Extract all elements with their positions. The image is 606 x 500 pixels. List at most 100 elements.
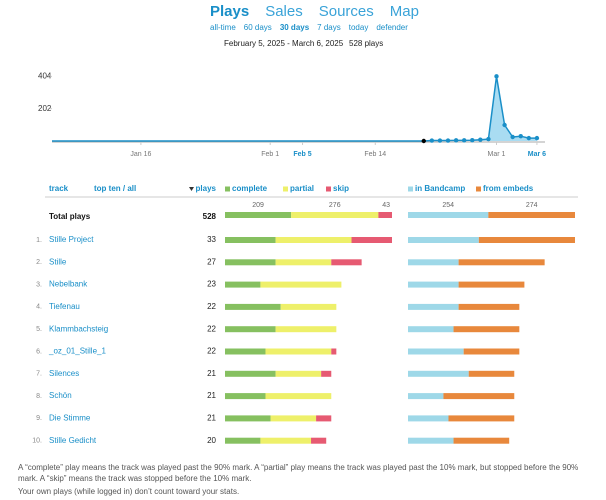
legend-swatch xyxy=(408,186,413,192)
bar-bandcamp xyxy=(408,326,454,333)
point xyxy=(453,138,459,143)
total-plays: 528 plays xyxy=(349,39,383,48)
bar-bandcamp xyxy=(408,348,464,355)
point xyxy=(437,138,443,143)
segment-total: 43 xyxy=(382,202,390,209)
bar-bandcamp xyxy=(408,415,449,422)
bar-embeds xyxy=(458,281,525,288)
track-link[interactable]: Tiefenau xyxy=(49,302,80,311)
bar-bandcamp xyxy=(408,259,459,266)
bar-partial xyxy=(265,348,332,355)
total-label: Total plays xyxy=(49,212,91,221)
point xyxy=(486,136,491,142)
point xyxy=(494,74,499,79)
col-header: skip xyxy=(333,184,349,193)
rank: 8. xyxy=(36,393,42,400)
line xyxy=(52,76,537,142)
y-tick-label: 404 xyxy=(38,71,52,80)
plays: 27 xyxy=(207,257,216,266)
track-link[interactable]: Stille xyxy=(49,257,67,266)
bar-embeds xyxy=(443,393,515,400)
plays: 23 xyxy=(207,280,216,289)
plays: 33 xyxy=(207,235,216,244)
nav-tab[interactable]: Sales xyxy=(265,3,303,20)
bar-skip xyxy=(331,348,337,355)
period-link[interactable]: all-time xyxy=(210,23,236,32)
segment-total: 209 xyxy=(252,202,264,209)
plays: 21 xyxy=(207,369,216,378)
rank: 9. xyxy=(36,415,42,422)
plays: 22 xyxy=(207,302,216,311)
track-link[interactable]: Stille Project xyxy=(49,235,94,244)
bar-embeds xyxy=(468,370,515,377)
col-header[interactable]: plays xyxy=(196,184,217,193)
bar-bandcamp xyxy=(408,370,469,377)
plays: 22 xyxy=(207,347,216,356)
bar-skip xyxy=(311,437,327,444)
bar-partial xyxy=(280,303,337,310)
rank: 5. xyxy=(36,326,42,333)
point xyxy=(461,138,467,143)
bar-complete xyxy=(225,437,261,444)
legend-swatch xyxy=(283,186,288,192)
legend-swatch xyxy=(326,186,331,192)
bar-embeds xyxy=(488,212,575,218)
point xyxy=(510,134,515,140)
track-link[interactable]: Die Stimme xyxy=(49,414,91,423)
track-link[interactable]: Stille Gedicht xyxy=(49,436,97,445)
point xyxy=(429,138,435,143)
bar-embeds xyxy=(458,259,545,266)
rank: 6. xyxy=(36,348,42,355)
bar-bandcamp xyxy=(408,303,459,310)
bar-complete xyxy=(225,393,266,400)
nav-tab[interactable]: Map xyxy=(390,3,419,20)
total-plays: 528 xyxy=(203,212,217,221)
bar-complete xyxy=(225,259,276,266)
nav-tab[interactable]: Plays xyxy=(210,3,249,20)
segment-total: 254 xyxy=(442,202,454,209)
bar-partial xyxy=(275,237,352,243)
period-link[interactable]: today xyxy=(349,23,369,32)
x-tick-label: Mar 6 xyxy=(528,151,546,158)
col-header: from embeds xyxy=(483,184,534,193)
point xyxy=(534,135,540,141)
period-link[interactable]: 7 days xyxy=(317,23,341,32)
point xyxy=(445,138,451,143)
bar-complete xyxy=(225,303,281,310)
segment-total: 274 xyxy=(526,202,538,209)
point xyxy=(518,134,523,139)
bar-embeds xyxy=(478,237,575,243)
col-header[interactable]: track xyxy=(49,184,69,193)
bar-skip xyxy=(331,259,362,266)
track-link[interactable]: Klammbachsteig xyxy=(49,324,108,333)
track-link[interactable]: _oz_01_Stille_1 xyxy=(48,347,106,356)
rank: 3. xyxy=(36,281,42,288)
bar-partial xyxy=(275,259,332,266)
bar-bandcamp xyxy=(408,281,459,288)
bar-partial xyxy=(260,281,342,288)
date-range: February 5, 2025 - March 6, 2025 xyxy=(224,39,344,48)
col-header[interactable]: top ten / all xyxy=(94,184,136,193)
period-link[interactable]: 60 days xyxy=(244,23,272,32)
nav-tab[interactable]: Sources xyxy=(319,3,374,20)
track-link[interactable]: Nebelbank xyxy=(49,280,88,289)
footnote: Your own plays (while logged in) don’t c… xyxy=(18,487,240,496)
rank: 1. xyxy=(36,237,42,244)
col-header: partial xyxy=(290,184,314,193)
footnote: A “complete” play means the track was pl… xyxy=(18,463,579,483)
period-link[interactable]: 30 days xyxy=(280,23,310,32)
bar-complete xyxy=(225,415,271,422)
segment-total: 276 xyxy=(329,202,341,209)
rank: 4. xyxy=(36,304,42,311)
track-link[interactable]: Schön xyxy=(49,391,72,400)
bar-skip xyxy=(351,237,392,243)
bar-partial xyxy=(275,326,337,333)
point xyxy=(478,137,483,142)
bar-skip xyxy=(378,212,392,218)
track-link[interactable]: Silences xyxy=(49,369,79,378)
bar-bandcamp xyxy=(408,437,454,444)
period-link[interactable]: defender xyxy=(376,23,408,32)
point xyxy=(421,138,426,144)
bar-complete xyxy=(225,370,276,377)
bar-embeds xyxy=(453,437,510,444)
